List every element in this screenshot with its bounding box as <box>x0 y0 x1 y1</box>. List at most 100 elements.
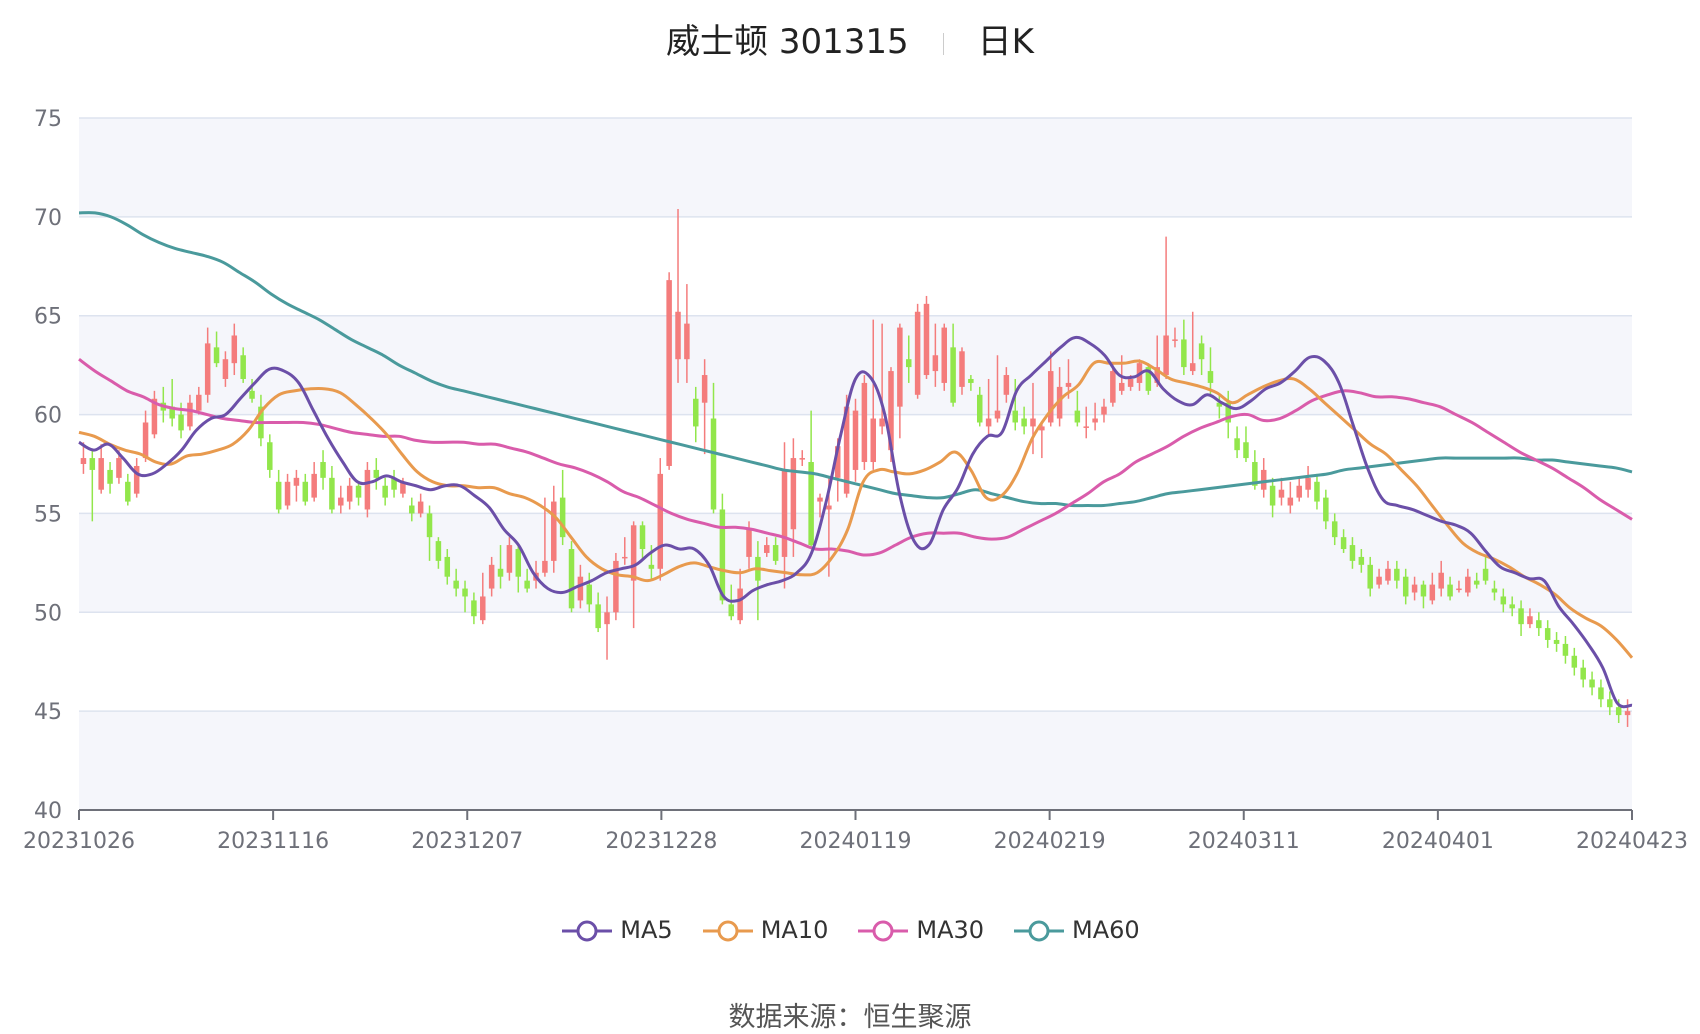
candle <box>1092 402 1098 431</box>
candle <box>1429 572 1436 605</box>
candle <box>293 469 300 502</box>
y-tick-label: 45 <box>34 700 62 725</box>
candle-body <box>1207 371 1214 383</box>
candle-body <box>346 485 353 502</box>
candlestick-chart: 40 45 50 55 60 65 70 75 20231026 20231116 2023120… <box>23 107 1688 854</box>
candle-body <box>1287 497 1294 506</box>
candle <box>373 458 380 490</box>
candle-body <box>799 458 806 460</box>
candle-body <box>835 446 841 478</box>
candle <box>1456 580 1462 593</box>
candle <box>879 323 885 435</box>
candle-body <box>196 394 202 411</box>
legend-item-ma30[interactable]: MA30 <box>856 916 984 944</box>
candle-body <box>1411 584 1418 593</box>
candle-body <box>1065 382 1072 387</box>
candle-body <box>1269 485 1276 506</box>
candle-body <box>870 418 876 463</box>
y-tick-label: 40 <box>34 799 62 824</box>
candle-body <box>737 588 743 621</box>
candle <box>1225 390 1231 439</box>
candle <box>622 537 628 565</box>
candle <box>133 458 140 498</box>
y-tick-label: 55 <box>34 502 62 527</box>
candle-body <box>1101 406 1107 415</box>
candle <box>932 323 939 387</box>
legend-item-ma5[interactable]: MA5 <box>560 916 673 944</box>
candle-body <box>1491 588 1498 593</box>
candle <box>568 541 575 613</box>
candle-body <box>657 473 664 569</box>
candle-body <box>169 406 175 419</box>
candle-body <box>187 402 193 427</box>
candle <box>542 497 548 577</box>
candle-body <box>1181 339 1187 368</box>
candle <box>1110 363 1116 407</box>
candle-body <box>453 580 459 589</box>
line-ma60 <box>78 211 1633 508</box>
candle-body <box>914 311 921 395</box>
candle-body <box>861 382 868 463</box>
candle-body <box>985 418 992 427</box>
plot-band <box>79 711 1632 810</box>
legend-item-ma60[interactable]: MA60 <box>1012 916 1140 944</box>
candle <box>222 351 229 387</box>
candle <box>666 272 672 470</box>
candle <box>897 323 903 439</box>
candle <box>1376 568 1382 589</box>
candle-body <box>1376 576 1382 585</box>
candle-body <box>1624 711 1631 716</box>
candle-body <box>879 418 885 427</box>
candle <box>1039 422 1045 459</box>
candle <box>417 493 424 518</box>
candle-body <box>1163 335 1169 376</box>
y-tick-label: 75 <box>34 107 62 132</box>
x-axis: 20231026 20231116 20231207 20231228 20240119… <box>23 809 1688 854</box>
candle <box>444 549 451 585</box>
candle-body <box>240 355 246 379</box>
candle <box>1207 347 1214 395</box>
candle-body <box>151 398 158 435</box>
candle <box>267 434 273 478</box>
candle-body <box>426 513 433 538</box>
candle <box>1580 659 1586 688</box>
legend-item-ma10[interactable]: MA10 <box>701 916 828 944</box>
candle-body <box>355 485 362 498</box>
candle-body <box>1012 410 1018 423</box>
candle <box>923 295 930 379</box>
candle <box>1163 236 1169 379</box>
candle <box>1394 560 1400 589</box>
legend-symbol-icon <box>702 920 753 942</box>
candle <box>435 537 442 569</box>
candle <box>1083 406 1089 439</box>
candle <box>364 462 371 518</box>
candle-body <box>710 418 717 510</box>
candle-body <box>1367 564 1373 589</box>
candle-body <box>772 545 779 561</box>
data-source-value: 恒生聚源 <box>863 1002 972 1033</box>
candle <box>764 537 770 557</box>
candle <box>506 537 513 581</box>
candle <box>391 469 397 498</box>
candle-body <box>338 497 344 506</box>
candle-body <box>80 458 87 464</box>
candle <box>985 378 992 435</box>
candle <box>1562 636 1569 664</box>
candle-body <box>1305 477 1311 490</box>
x-tick-label: 20231116 <box>217 829 329 854</box>
candle-body <box>1314 481 1320 502</box>
candle <box>559 469 566 546</box>
candle <box>1411 576 1418 601</box>
candle <box>737 568 743 625</box>
candle <box>701 359 708 455</box>
candle-body <box>941 327 947 383</box>
candle-body <box>178 414 184 431</box>
candle-body <box>595 604 601 629</box>
candle-body <box>515 549 522 577</box>
candle-body <box>284 481 291 506</box>
candle-body <box>1562 643 1569 656</box>
candle <box>1145 363 1152 395</box>
candle-body <box>231 335 238 364</box>
candle <box>1047 351 1054 427</box>
candle <box>684 284 690 383</box>
